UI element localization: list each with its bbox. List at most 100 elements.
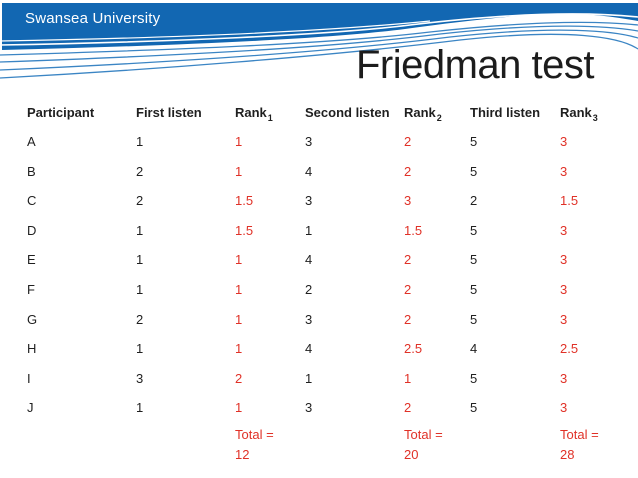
- table-header-row: Participant First listen Rank1 Second liste…: [0, 99, 638, 127]
- column-header: First listen: [136, 99, 202, 127]
- table-cell: 4: [305, 341, 313, 357]
- friedman-table: Participant First listen Rank1 Second liste…: [0, 99, 638, 474]
- rank-cell: 3: [560, 163, 568, 179]
- wave-blue-line-3: [0, 29, 638, 71]
- column-header: Participant: [27, 99, 94, 127]
- total-cell: Total = 12: [235, 425, 274, 465]
- rank-cell: 3: [560, 370, 568, 386]
- table-cell: 2: [136, 193, 144, 209]
- table-cell: 1: [136, 252, 144, 268]
- column-header-label: Third listen: [470, 105, 541, 120]
- column-header-label: First listen: [136, 105, 202, 120]
- column-header: Second listen: [305, 99, 390, 127]
- rank-cell: 3: [560, 282, 568, 297]
- table-cell: 4: [470, 341, 478, 357]
- column-header-label: Rank: [235, 105, 267, 120]
- table-cell: F: [27, 282, 35, 297]
- table-cell: 3: [305, 134, 313, 149]
- rank-cell: 1: [235, 282, 243, 297]
- rank-cell: 3: [560, 134, 568, 149]
- table-cell: 1: [136, 222, 144, 238]
- rank-cell: 1.5: [235, 222, 254, 238]
- table-cell: 2: [470, 193, 478, 209]
- wave-blue-line-1: [0, 21, 638, 56]
- table-cell: 2: [136, 163, 144, 179]
- total-label: Total =: [404, 427, 443, 442]
- table-row: J 1 1 3 2 5 3: [0, 393, 638, 423]
- rank-cell: 2: [404, 311, 412, 327]
- banner-shape: [2, 3, 638, 50]
- column-header: Rank2: [404, 99, 442, 132]
- total-value: 20: [404, 447, 419, 462]
- table-cell: 3: [305, 400, 313, 416]
- total-label: Total =: [235, 427, 274, 442]
- table-cell: 4: [305, 252, 313, 268]
- table-cell: 1: [136, 134, 144, 149]
- table-row: D 1 1.5 1 1.5 5 3: [0, 216, 638, 246]
- table-cell: B: [27, 163, 36, 179]
- slide-title: Friedman test: [355, 43, 595, 87]
- rank-cell: 1: [404, 370, 412, 386]
- rank-cell: 2: [404, 252, 412, 268]
- column-header-subscript: 3: [592, 112, 598, 123]
- column-header-label: Rank: [404, 105, 436, 120]
- column-header: Rank3: [560, 99, 598, 132]
- table-cell: 3: [305, 311, 313, 327]
- rank-cell: 2: [404, 163, 412, 179]
- table-cell: 1: [305, 370, 313, 386]
- table-cell: J: [27, 400, 34, 416]
- table-cell: E: [27, 252, 36, 268]
- total-label: Total =: [560, 427, 599, 442]
- table-cell: 2: [305, 282, 313, 297]
- wave-blue-line-4: [0, 33, 638, 79]
- table-cell: I: [27, 370, 31, 386]
- table-cell: 1: [136, 400, 144, 416]
- table-cell: G: [27, 311, 38, 327]
- table-row: F 1 1 2 2 5 3: [0, 275, 638, 305]
- table-cell: 5: [470, 400, 478, 416]
- table-row: H 1 1 4 2.5 4 2.5: [0, 334, 638, 364]
- table-row: E 1 1 4 2 5 3: [0, 245, 638, 275]
- column-header-subscript: 1: [267, 112, 273, 123]
- wave-blue-line-2: [0, 25, 638, 63]
- table-cell: C: [27, 193, 37, 209]
- table-row: A 1 1 3 2 5 3: [0, 127, 638, 157]
- table-cell: 4: [305, 163, 313, 179]
- table-cell: 5: [470, 222, 478, 238]
- table-total-row: Total = 12 Total = 20 Total = 28: [0, 423, 638, 467]
- rank-cell: 1: [235, 400, 243, 416]
- table-row: C 2 1.5 3 3 2 1.5: [0, 186, 638, 216]
- wave-white-line-1: [0, 13, 638, 46]
- column-header-subscript: 2: [436, 112, 442, 123]
- table-cell: 5: [470, 134, 478, 149]
- table-cell: 5: [470, 252, 478, 268]
- university-logo-text: Swansea University: [25, 10, 161, 27]
- rank-cell: 1.5: [404, 222, 423, 238]
- table-row: G 2 1 3 2 5 3: [0, 305, 638, 335]
- rank-cell: 2: [404, 282, 412, 297]
- total-value: 28: [560, 447, 575, 462]
- column-header: Rank1: [235, 99, 273, 132]
- table-cell: 3: [136, 370, 144, 386]
- rank-cell: 1: [235, 134, 243, 149]
- rank-cell: 3: [404, 193, 412, 209]
- rank-cell: 3: [560, 400, 568, 416]
- table-cell: 5: [470, 370, 478, 386]
- column-header: Third listen: [470, 99, 540, 127]
- table-row: I 3 2 1 1 5 3: [0, 364, 638, 394]
- rank-cell: 2: [235, 370, 243, 386]
- table-cell: 5: [470, 282, 478, 297]
- rank-cell: 1.5: [560, 193, 579, 209]
- table-cell: 1: [305, 222, 313, 238]
- total-value: 12: [235, 447, 250, 462]
- rank-cell: 2: [404, 134, 412, 149]
- table-cell: 5: [470, 163, 478, 179]
- rank-cell: 1.5: [235, 193, 254, 209]
- column-header-label: Participant: [27, 105, 95, 120]
- rank-cell: 2.5: [404, 341, 423, 357]
- rank-cell: 1: [235, 311, 243, 327]
- table-cell: A: [27, 134, 36, 149]
- table-cell: 1: [136, 282, 144, 297]
- table-cell: 5: [470, 311, 478, 327]
